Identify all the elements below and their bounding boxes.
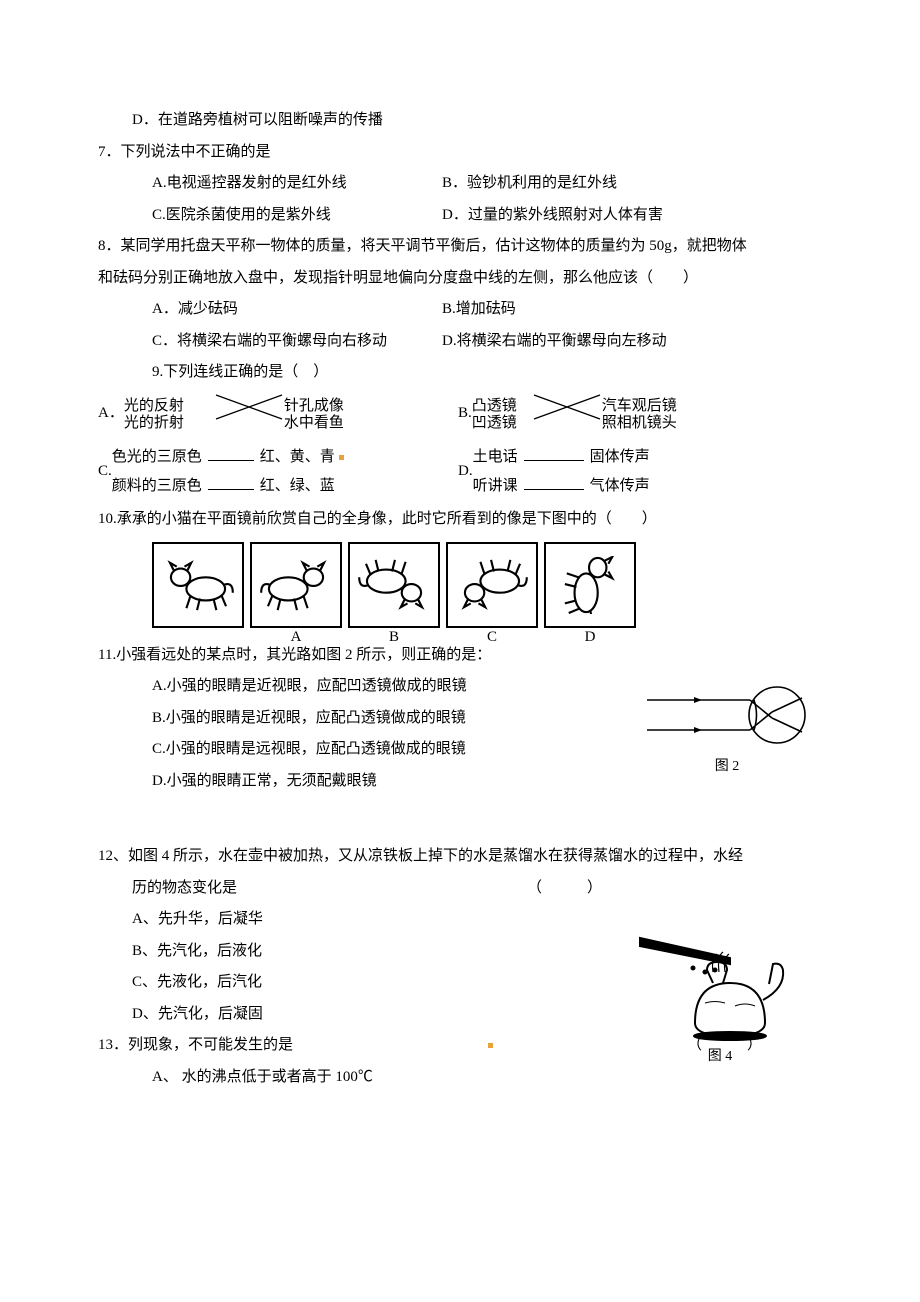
q8-a: A．减少砝码 xyxy=(152,294,442,326)
q11-stem: 11.小强看远处的某点时，其光路如图 2 所示，则正确的是： xyxy=(98,640,822,672)
q9-b-label: B. xyxy=(458,399,472,428)
q8-row2: C．将横梁右端的平衡螺母向右移动 D.将横梁右端的平衡螺母向左移动 xyxy=(98,326,822,358)
q9-d-right1: 固体传声 xyxy=(590,449,650,465)
accent-dot-icon xyxy=(339,455,344,460)
q9-d-left1: 土电话 xyxy=(473,449,518,465)
q10-cat-b xyxy=(348,542,440,628)
q9-b-right2: 照相机镜头 xyxy=(602,409,702,438)
q6-option-d: D．在道路旁植树可以阻断噪声的传播 xyxy=(98,105,822,137)
q7-d: D．过量的紫外线照射对人体有害 xyxy=(442,200,742,232)
q9-c-left1: 色光的三原色 xyxy=(112,449,202,465)
q12-bracket: （ ） xyxy=(527,873,602,905)
q7-b: B．验钞机利用的是红外线 xyxy=(442,168,742,200)
q9-row-ab: A． 光的反射 针孔成像 光的折射 水中看鱼 B. 凸透镜 xyxy=(98,389,822,438)
q9-c-left2: 颜料的三原色 xyxy=(112,478,202,494)
q9-a-label: A． xyxy=(98,399,124,428)
figure-4-label: 图 4 xyxy=(630,1042,810,1071)
q8-c: C．将横梁右端的平衡螺母向右移动 xyxy=(152,326,442,358)
q13-stem: 13．列现象，不可能发生的是 xyxy=(98,1030,293,1062)
q9-d-left2: 听讲课 xyxy=(473,478,518,494)
q9-stem: 9.下列连线正确的是（ ） xyxy=(98,357,822,389)
q10-cat-d xyxy=(544,542,636,628)
q10-stem: 10.承承的小猫在平面镜前欣赏自己的全身像，此时它所看到的像是下图中的（ ） xyxy=(98,504,822,536)
q9-a-left2: 光的折射 xyxy=(124,409,214,438)
q7-row1: A.电视遥控器发射的是红外线 B．验钞机利用的是红外线 xyxy=(98,168,822,200)
q12-stem: 12、如图 4 所示，水在壶中被加热，又从凉铁板上掉下的水是蒸馏水在获得蒸馏水的… xyxy=(98,841,822,873)
q9-c-right1: 红、黄、青 xyxy=(260,449,335,465)
q9-b-cross-icon xyxy=(532,389,602,425)
q9-d-label: D. xyxy=(458,457,473,486)
figure-2: 图 2 xyxy=(632,680,822,781)
figure-4: 图 4 xyxy=(630,928,810,1071)
q10-label-d: D xyxy=(544,628,636,646)
q9-d-right2: 气体传声 xyxy=(590,478,650,494)
q8-d: D.将横梁右端的平衡螺母向左移动 xyxy=(442,326,742,358)
q8-stem-l1: 8．某同学用托盘天平称一物体的质量，将天平调节平衡后，估计这物体的质量约为 50… xyxy=(98,231,822,263)
q8-stem-l2: 和砝码分别正确地放入盘中，发现指针明显地偏向分度盘中线的左侧，那么他应该（ ） xyxy=(98,263,822,295)
q8-b: B.增加砝码 xyxy=(442,294,742,326)
q10-options xyxy=(152,542,822,628)
q7-c: C.医院杀菌使用的是紫外线 xyxy=(152,200,442,232)
q10-cat-c xyxy=(446,542,538,628)
q7-stem: 7．下列说法中不正确的是 xyxy=(98,137,822,169)
q10-cat-orig xyxy=(152,542,244,628)
q9-c-right2: 红、绿、蓝 xyxy=(260,478,335,494)
q9-a-right2: 水中看鱼 xyxy=(284,409,384,438)
accent-dot-icon xyxy=(488,1043,493,1048)
q9-b-left2: 凹透镜 xyxy=(472,409,532,438)
q7-a: A.电视遥控器发射的是红外线 xyxy=(152,168,442,200)
q12-stem2-row: 历的物态变化是 （ ） xyxy=(98,873,822,905)
q7-row2: C.医院杀菌使用的是紫外线 D．过量的紫外线照射对人体有害 xyxy=(98,200,822,232)
figure-2-label: 图 2 xyxy=(632,752,822,781)
q9-c-label: C. xyxy=(98,457,112,486)
q12-stem2: 历的物态变化是 xyxy=(98,873,237,905)
q9-row-cd: C. 色光的三原色 红、黄、青 颜料的三原色 红、绿、蓝 D. 土电话 固体传声 听讲… xyxy=(98,443,822,500)
q10-cat-a xyxy=(250,542,342,628)
q8-row1: A．减少砝码 B.增加砝码 xyxy=(98,294,822,326)
q9-a-cross-icon xyxy=(214,389,284,425)
